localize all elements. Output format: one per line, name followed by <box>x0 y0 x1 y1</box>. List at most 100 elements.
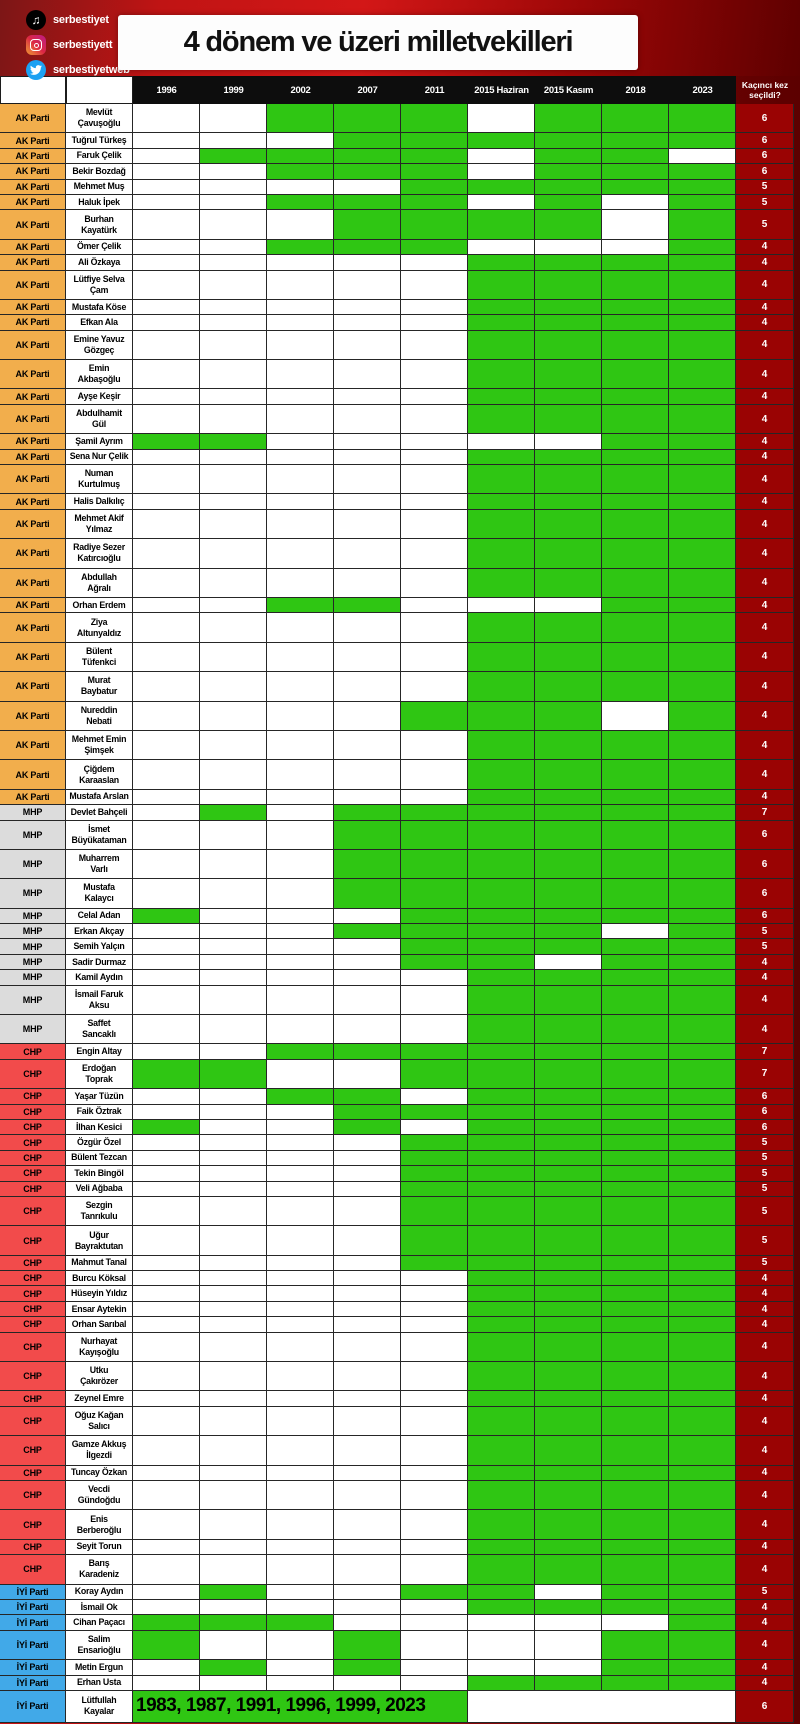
count-cell: 4 <box>736 404 794 435</box>
year-cell <box>602 1436 669 1466</box>
year-cell <box>133 985 200 1016</box>
year-cell <box>602 1166 669 1182</box>
year-cell <box>267 509 334 540</box>
party-cell: MHP <box>0 924 66 940</box>
year-cell <box>334 465 401 495</box>
year-cell <box>468 164 535 180</box>
table-row: CHP Özgür Özel 5 <box>0 1135 800 1151</box>
year-cell <box>669 1135 736 1151</box>
year-cell <box>200 1119 267 1136</box>
year-cell <box>200 1196 267 1227</box>
count-cell: 4 <box>736 509 794 540</box>
right-strip <box>794 465 800 494</box>
table-row: İYİ Parti Metin Ergun 4 <box>0 1660 800 1676</box>
year-cell <box>200 194 267 211</box>
year-cell <box>468 924 535 940</box>
year-cell <box>602 239 669 256</box>
count-cell: 4 <box>736 701 794 731</box>
year-cell <box>535 1301 602 1318</box>
year-cell <box>669 104 736 134</box>
year-cell <box>535 1044 602 1060</box>
social-item-tiktok[interactable]: ♫ serbestiyet <box>26 9 130 31</box>
year-cell <box>267 672 334 702</box>
year-cell <box>602 730 669 761</box>
count-cell: 4 <box>736 434 794 450</box>
party-cell: AK Parti <box>0 389 66 405</box>
year-cell <box>468 404 535 435</box>
right-strip <box>794 389 800 404</box>
year-column-header: 2018 <box>602 76 669 104</box>
year-cell <box>669 1406 736 1437</box>
year-cell <box>133 104 200 134</box>
year-cell <box>535 389 602 405</box>
party-cell: CHP <box>0 1332 66 1363</box>
party-cell: AK Parti <box>0 179 66 195</box>
year-cell <box>535 1630 602 1661</box>
right-strip <box>794 1615 800 1630</box>
year-cell <box>602 908 669 925</box>
table-row: CHP Oğuz Kağan Salıcı 4 <box>0 1406 800 1437</box>
count-cell: 6 <box>736 1104 794 1120</box>
year-cell <box>669 1317 736 1333</box>
year-cell <box>133 1015 200 1045</box>
year-cell <box>669 539 736 569</box>
year-cell <box>468 449 535 466</box>
year-cell <box>535 613 602 643</box>
year-cell <box>669 1255 736 1272</box>
year-cell <box>602 789 669 806</box>
year-cell <box>401 1465 468 1481</box>
party-cell: AK Parti <box>0 568 66 598</box>
year-cell <box>267 1286 334 1302</box>
count-cell: 4 <box>736 255 794 271</box>
year-cell <box>669 1104 736 1120</box>
year-cell <box>334 1196 401 1227</box>
year-cell <box>200 104 267 134</box>
year-cell <box>669 1630 736 1661</box>
year-cell <box>401 148 468 165</box>
party-cell: CHP <box>0 1255 66 1272</box>
year-cell <box>133 315 200 331</box>
right-strip <box>794 510 800 539</box>
right-strip <box>794 1481 800 1510</box>
year-cell <box>535 539 602 569</box>
party-cell: AK Parti <box>0 330 66 361</box>
year-cell <box>267 805 334 821</box>
year-cell <box>133 1406 200 1437</box>
party-cell: MHP <box>0 805 66 821</box>
year-cell <box>267 1015 334 1045</box>
year-cell <box>267 330 334 361</box>
year-cell <box>267 255 334 271</box>
year-cell <box>535 239 602 256</box>
name-cell: Mustafa Kalaycı <box>66 879 133 909</box>
party-cell: AK Parti <box>0 239 66 256</box>
table-row: AK Parti Emin Akbaşoğlu 4 <box>0 360 800 390</box>
right-strip <box>794 613 800 642</box>
table-row: MHP Celal Adan 6 <box>0 908 800 925</box>
year-cell <box>401 1391 468 1407</box>
social-item-twitter[interactable]: serbestiyetweb <box>26 59 130 81</box>
year-cell <box>468 1166 535 1182</box>
social-item-instagram[interactable]: serbestiyett <box>26 34 130 56</box>
name-cell: Cihan Paçacı <box>66 1615 133 1631</box>
table-row: AK Parti Burhan Kayatürk 5 <box>0 210 800 240</box>
party-cell: İYİ Parti <box>0 1615 66 1631</box>
year-cell <box>200 494 267 510</box>
year-cell <box>468 1089 535 1105</box>
table-row: CHP Engin Altay 7 <box>0 1044 800 1060</box>
party-cell: CHP <box>0 1317 66 1333</box>
year-cell <box>535 194 602 211</box>
year-cell <box>133 539 200 569</box>
year-cell <box>669 1584 736 1600</box>
year-cell <box>602 494 669 510</box>
count-cell: 6 <box>736 164 794 180</box>
right-strip <box>794 1600 800 1615</box>
table-row: MHP Saffet Sancaklı 4 <box>0 1015 800 1045</box>
party-cell: AK Parti <box>0 164 66 180</box>
year-cell <box>535 1181 602 1197</box>
year-cell <box>334 1255 401 1272</box>
table-row: AK Parti Emine Yavuz Gözgeç 4 <box>0 330 800 361</box>
right-strip <box>794 924 800 939</box>
year-cell <box>602 1660 669 1676</box>
table-row: AK Parti Nureddin Nebati 4 <box>0 701 800 731</box>
name-cell: Lütfullah Kayalar <box>66 1690 133 1723</box>
